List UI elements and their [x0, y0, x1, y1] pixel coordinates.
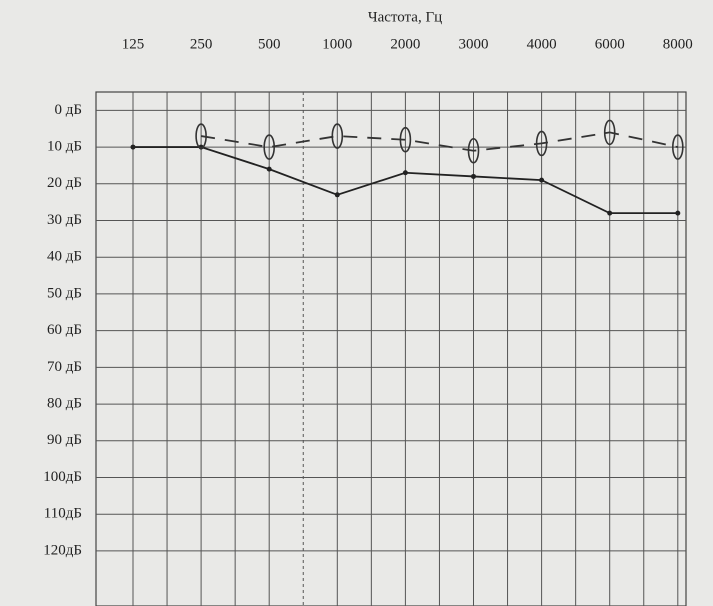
paper — [0, 0, 713, 606]
x-tick-label: 4000 — [527, 36, 557, 52]
y-tick-label: 110дБ — [44, 506, 82, 522]
x-tick-label: 2000 — [390, 36, 420, 52]
y-tick-label: 20 дБ — [47, 175, 82, 191]
y-tick-label: 100дБ — [43, 469, 82, 485]
x-tick-label: 8000 — [663, 36, 693, 52]
audiogram: Частота, Гц 0 дБ 10 дБ 20 дБ 30 дБ 40 дБ 50 д… — [0, 0, 713, 606]
chart-title: Частота, Гц — [368, 9, 442, 25]
y-tick-label: 120дБ — [43, 542, 82, 558]
y-tick-label: 60 дБ — [47, 322, 82, 338]
x-tick-label: 500 — [258, 36, 281, 52]
x-tick-label: 3000 — [459, 36, 489, 52]
x-tick-label: 125 — [122, 36, 145, 52]
point-marker — [267, 167, 272, 172]
y-tick-label: 50 дБ — [47, 285, 82, 301]
point-marker — [403, 170, 408, 175]
y-tick-label: 70 дБ — [47, 359, 82, 375]
x-tick-label: 6000 — [595, 36, 625, 52]
y-tick-label: 90 дБ — [47, 432, 82, 448]
point-marker — [335, 192, 340, 197]
x-tick-label: 250 — [190, 36, 213, 52]
point-marker — [471, 174, 476, 179]
point-marker — [131, 145, 136, 150]
y-tick-label: 10 дБ — [47, 139, 82, 155]
y-tick-label: 40 дБ — [47, 249, 82, 265]
y-tick-label: 30 дБ — [47, 212, 82, 228]
y-tick-label: 80 дБ — [47, 396, 82, 412]
point-marker — [539, 178, 544, 183]
point-marker — [675, 211, 680, 216]
x-tick-label: 1000 — [322, 36, 352, 52]
y-tick-label: 0 дБ — [55, 102, 83, 118]
point-marker — [607, 211, 612, 216]
